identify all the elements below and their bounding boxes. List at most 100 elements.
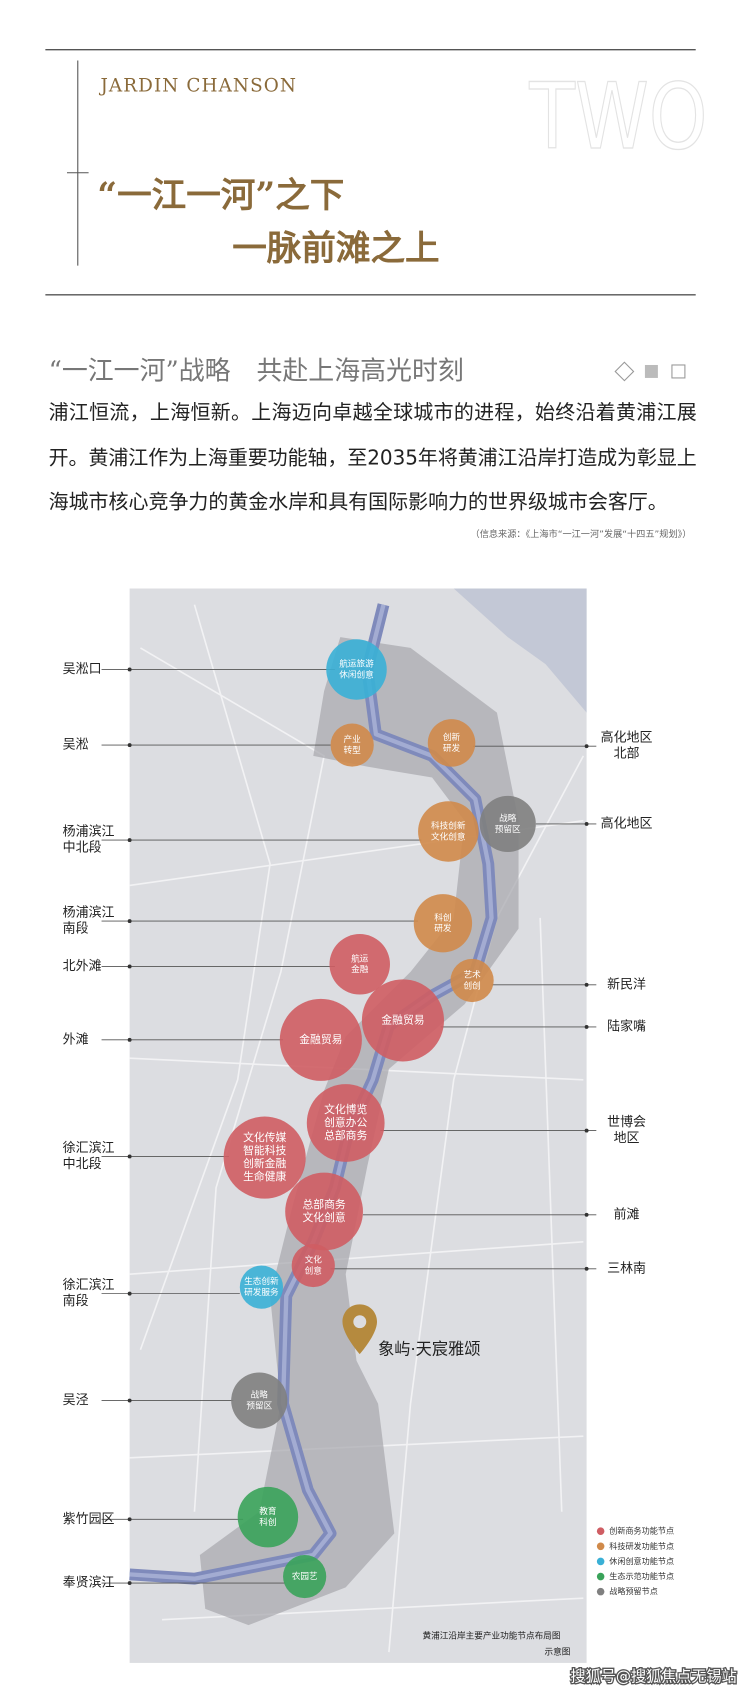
node-label: 预留区 [246, 1399, 272, 1411]
leader-dot [127, 1154, 132, 1159]
node-label: 创新 [443, 731, 461, 743]
node-label: 文化创意 [302, 1210, 345, 1224]
node-label: 金融贸易 [381, 1012, 424, 1026]
paragraph-line: 开。黄浦江作为上海重要功能轴，至2035年将黄浦江沿岸打造成为彰显上 [49, 445, 697, 469]
legend-swatch [596, 1587, 605, 1596]
node-label: 战略 [499, 812, 517, 824]
node-label: 文化博览 [324, 1102, 367, 1116]
leader-dot [584, 1266, 589, 1271]
node-bubble [223, 1116, 306, 1199]
node-label: 科技创新 [431, 820, 466, 832]
left-label: 南段 [63, 1293, 89, 1309]
node-bubble [361, 979, 444, 1062]
map-caption: 示意图 [544, 1646, 570, 1658]
node-bubble [237, 1486, 299, 1548]
right-label: 地区 [614, 1131, 640, 1146]
legend-swatch [596, 1557, 605, 1566]
legend-label: 休闲创意功能节点 [609, 1556, 674, 1566]
leader-dot [127, 1517, 132, 1522]
left-label: 南段 [63, 921, 89, 937]
legend-swatch [596, 1527, 605, 1535]
left-label: 外滩 [63, 1032, 89, 1047]
watermark-two: TWO [529, 65, 708, 170]
left-label: 北外滩 [63, 959, 102, 974]
leader-dot [584, 982, 589, 987]
node-label: 文化创意 [431, 830, 466, 842]
right-label: 高化地区 [601, 815, 653, 831]
node-label: 创新金融 [243, 1156, 286, 1170]
node-bubble [279, 998, 362, 1081]
leader-dot [127, 838, 132, 843]
node-bubble [306, 1084, 385, 1162]
node-bubble [329, 934, 390, 995]
right-label: 世博会 [607, 1115, 646, 1130]
legend-label: 生态示范功能节点 [609, 1571, 674, 1581]
node-label: 教育 [259, 1505, 277, 1517]
footer-watermark: 搜狐号@搜狐焦点无锡站 [571, 1667, 737, 1685]
node-label: 生态创新 [244, 1275, 279, 1287]
node-bubble [418, 801, 479, 862]
node-label: 智能科技 [243, 1143, 286, 1157]
node-bubble [427, 719, 476, 767]
node-label: 研发 [434, 922, 452, 934]
node-label: 总部商务 [302, 1197, 345, 1211]
left-label: 吴泾 [63, 1393, 89, 1408]
node-label: 科创 [434, 911, 451, 923]
node-label: 金融 [351, 963, 369, 975]
leader-dot [127, 1291, 132, 1296]
leader-dot [584, 821, 589, 826]
node-label: 农园艺 [292, 1570, 318, 1582]
node-label: 产业 [344, 733, 362, 745]
left-label: 杨浦滨江 [63, 904, 115, 920]
node-label: 转型 [344, 744, 362, 756]
leader-dot [127, 1398, 132, 1403]
node-bubble [413, 894, 473, 953]
node-label: 航运 [351, 952, 369, 964]
left-label: 中北段 [63, 1157, 102, 1172]
leader-dot [584, 1128, 589, 1133]
legend-swatch [596, 1542, 605, 1551]
map-overlay: 吴淞口吴淞杨浦滨江中北段杨浦滨江南段北外滩外滩徐汇滨江中北段徐汇滨江南段吴泾紫竹… [63, 639, 674, 1599]
leader-dot [127, 667, 132, 672]
node-bubble [239, 1265, 284, 1309]
legend-swatch [596, 1572, 605, 1581]
left-label: 紫竹园区 [63, 1512, 115, 1527]
decor-icons [614, 361, 686, 382]
right-label: 前滩 [614, 1206, 640, 1222]
node-bubble [231, 1372, 288, 1429]
node-bubble [285, 1172, 363, 1251]
project-label: 象屿·天宸雅颂 [378, 1339, 480, 1358]
node-label: 生命健康 [243, 1169, 286, 1183]
left-label: 吴淞口 [63, 662, 102, 677]
brand: JARDIN CHANSON [98, 75, 297, 96]
source-note: （信息来源：《上海市“一江一河”发展“十四五”规划》） [471, 528, 692, 540]
left-label: 中北段 [63, 841, 102, 856]
node-label: 文化传媒 [243, 1130, 286, 1144]
leader-dot [127, 919, 132, 924]
node-label: 航运旅游 [339, 658, 374, 670]
node-label: 艺术 [463, 969, 481, 981]
node-label: 创创 [463, 979, 480, 991]
node-label: 总部商务 [324, 1128, 367, 1142]
section-heading: “一江一河”战略 共赴上海高光时刻 [49, 357, 464, 387]
title-line: “一江一河”之下 [97, 176, 344, 216]
node-bubble [326, 639, 387, 700]
paragraph-line: 浦江恒流，上海恒新。上海迈向卓越全球城市的进程，始终沿着黄浦江展 [49, 400, 697, 424]
map-caption: 黄浦江沿岸主要产业功能节点布局图 [423, 1629, 561, 1641]
right-label: 新民洋 [607, 976, 646, 992]
left-label: 奉贤滨江 [63, 1575, 115, 1591]
node-label: 战略 [251, 1389, 269, 1401]
node-label: 创意办公 [324, 1115, 367, 1129]
right-label: 高化地区 [601, 730, 653, 746]
left-label: 徐汇滨江 [63, 1140, 115, 1156]
node-bubble [479, 795, 536, 852]
left-label: 杨浦滨江 [63, 824, 115, 840]
legend-label: 战略预留节点 [609, 1586, 658, 1596]
title-line: 一脉前滩之上 [232, 229, 439, 269]
leader-dot [127, 743, 132, 748]
node-bubble [450, 958, 494, 1003]
project-pin [342, 1304, 378, 1355]
leader-dot [584, 744, 589, 749]
